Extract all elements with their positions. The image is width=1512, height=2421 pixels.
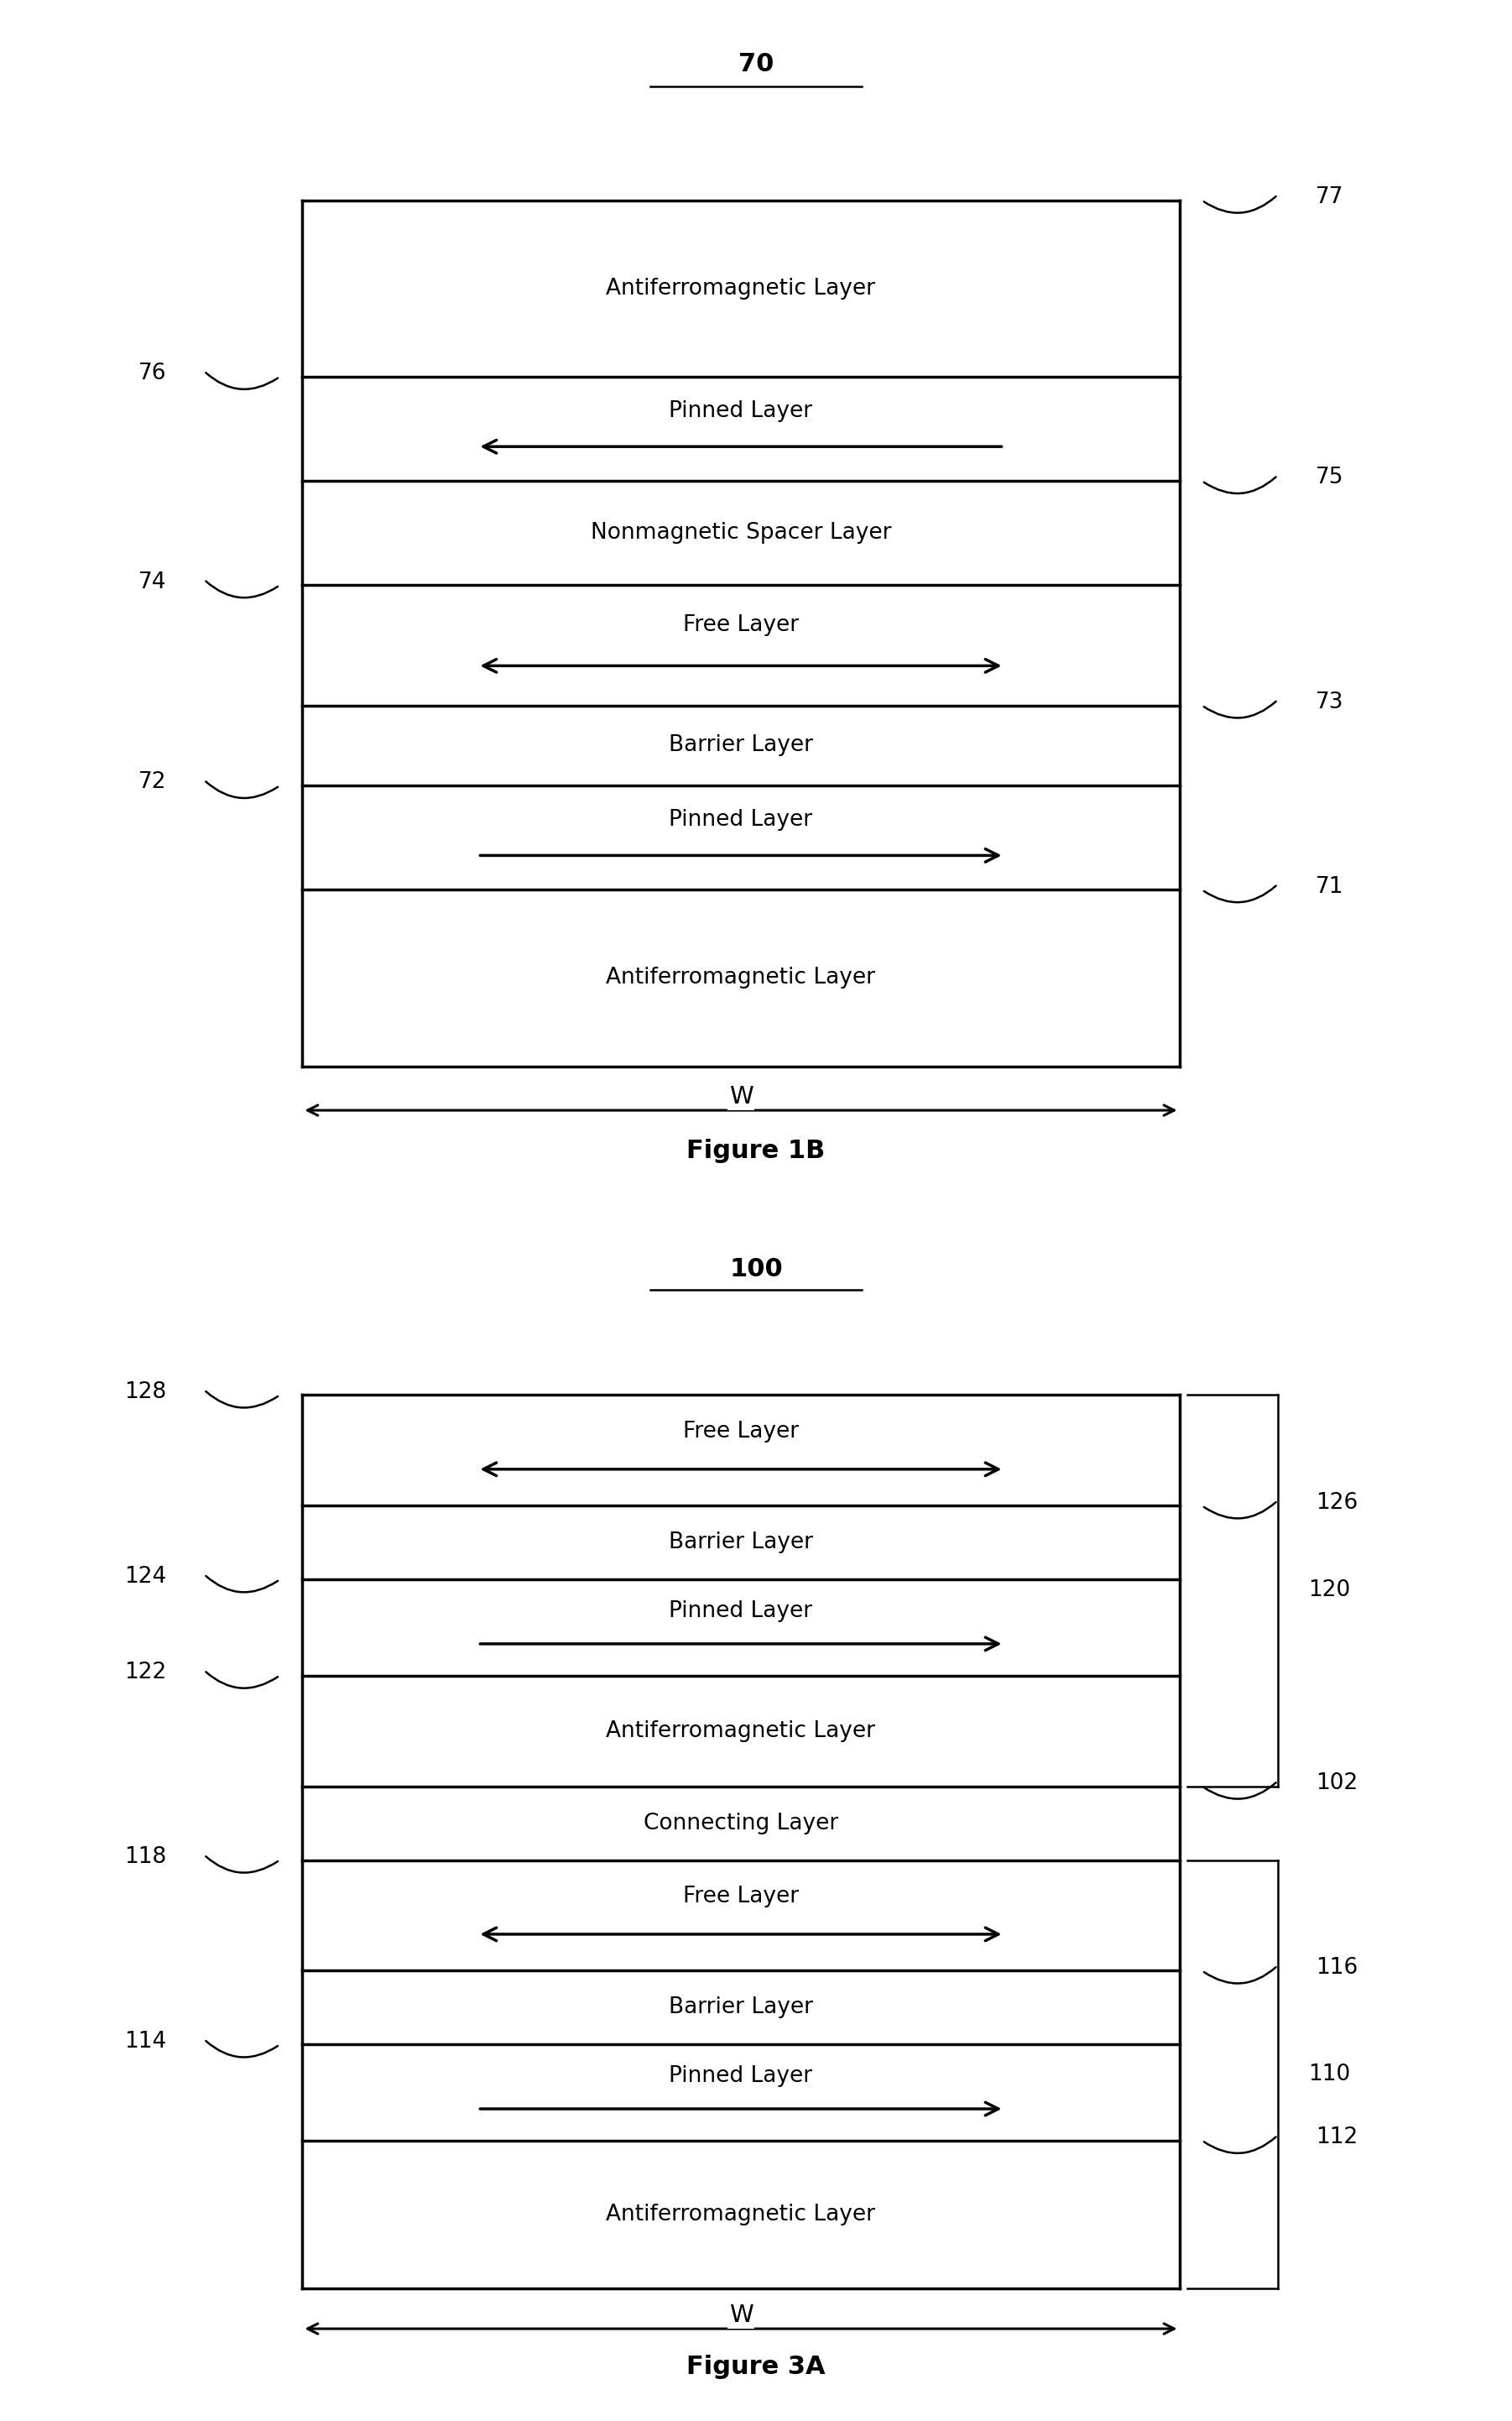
Text: 76: 76 [138,363,166,385]
Text: 102: 102 [1315,1772,1358,1794]
Text: 72: 72 [138,772,166,794]
Text: Free Layer: Free Layer [683,1886,798,1908]
Text: 75: 75 [1315,467,1344,489]
Text: 73: 73 [1315,692,1344,714]
Text: Pinned Layer: Pinned Layer [670,1600,812,1622]
Text: 120: 120 [1308,1581,1350,1603]
Text: 126: 126 [1315,1491,1358,1513]
Text: Antiferromagnetic Layer: Antiferromagnetic Layer [606,278,875,300]
Text: Pinned Layer: Pinned Layer [670,2065,812,2087]
Text: 110: 110 [1308,2063,1350,2084]
Text: 70: 70 [738,51,774,77]
Text: Antiferromagnetic Layer: Antiferromagnetic Layer [606,966,875,988]
Text: 118: 118 [124,1847,166,1869]
Text: 112: 112 [1315,2126,1358,2147]
Text: Figure 1B: Figure 1B [686,1138,826,1162]
Text: Connecting Layer: Connecting Layer [644,1813,838,1835]
Text: Free Layer: Free Layer [683,615,798,637]
Text: Barrier Layer: Barrier Layer [668,734,813,755]
Text: Antiferromagnetic Layer: Antiferromagnetic Layer [606,2203,875,2225]
Text: W: W [729,1085,753,1109]
Text: Barrier Layer: Barrier Layer [668,1532,813,1554]
Text: 100: 100 [729,1256,783,1281]
Text: 124: 124 [124,1566,166,1588]
Text: 122: 122 [124,1661,166,1683]
Text: 71: 71 [1315,876,1344,898]
Text: Figure 3A: Figure 3A [686,2356,826,2380]
Text: 77: 77 [1315,186,1344,208]
Text: Barrier Layer: Barrier Layer [668,1997,813,2019]
Text: Pinned Layer: Pinned Layer [670,399,812,421]
Text: 114: 114 [124,2031,166,2053]
Text: 116: 116 [1315,1956,1358,1978]
Text: 128: 128 [124,1380,166,1404]
Text: 74: 74 [138,571,166,593]
Text: Nonmagnetic Spacer Layer: Nonmagnetic Spacer Layer [591,523,891,545]
Text: W: W [729,2305,753,2327]
Text: Pinned Layer: Pinned Layer [670,809,812,830]
Text: Antiferromagnetic Layer: Antiferromagnetic Layer [606,1719,875,1741]
Text: Free Layer: Free Layer [683,1421,798,1443]
